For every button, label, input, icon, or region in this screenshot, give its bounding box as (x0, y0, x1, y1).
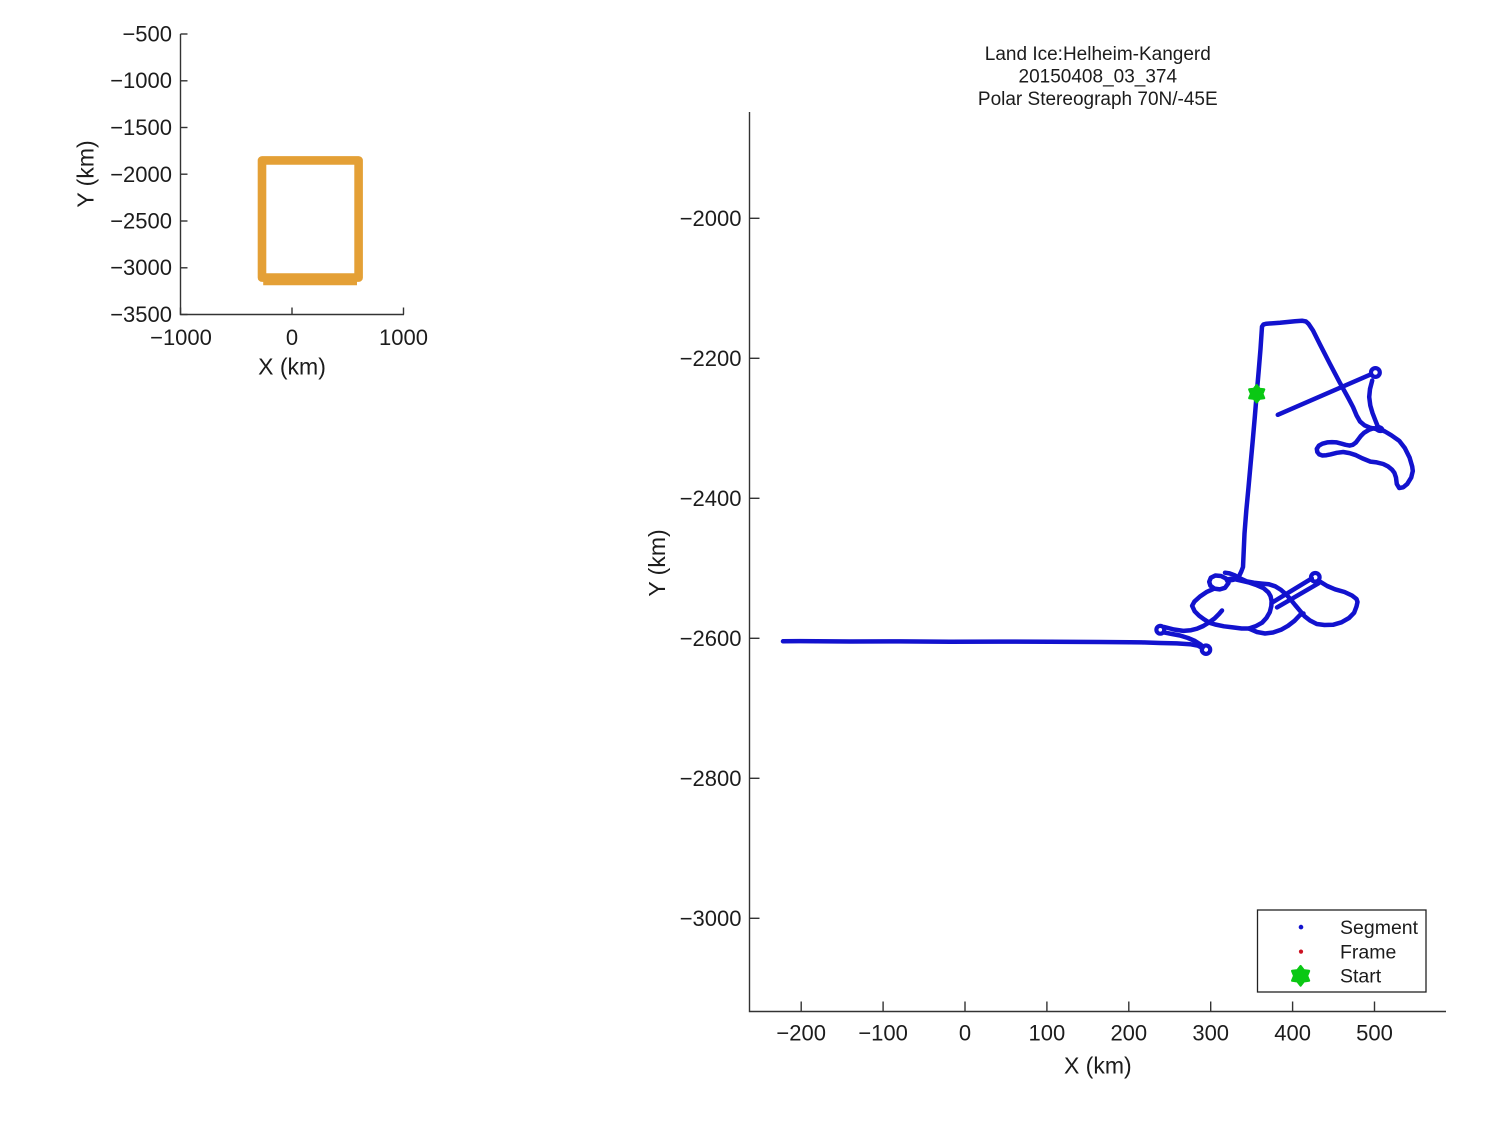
svg-text:−2600: −2600 (680, 626, 742, 651)
svg-text:500: 500 (1356, 1020, 1393, 1045)
svg-text:−3500: −3500 (110, 302, 172, 327)
svg-text:−1000: −1000 (150, 325, 212, 350)
svg-text:0: 0 (286, 325, 298, 350)
svg-text:X (km): X (km) (258, 353, 326, 379)
svg-text:400: 400 (1274, 1020, 1311, 1045)
svg-text:100: 100 (1029, 1020, 1066, 1045)
svg-text:Segment: Segment (1340, 917, 1419, 939)
svg-text:−3000: −3000 (680, 906, 742, 931)
svg-text:0: 0 (959, 1020, 971, 1045)
svg-text:−2000: −2000 (680, 206, 742, 231)
svg-text:−2200: −2200 (680, 346, 742, 371)
svg-text:Polar Stereograph 70N/-45E: Polar Stereograph 70N/-45E (978, 89, 1218, 110)
svg-text:20150408_03_374: 20150408_03_374 (1019, 67, 1178, 88)
svg-text:−2800: −2800 (680, 766, 742, 791)
svg-text:−2500: −2500 (110, 209, 172, 234)
svg-text:200: 200 (1110, 1020, 1147, 1045)
svg-text:1000: 1000 (379, 325, 428, 350)
svg-text:Land Ice:Helheim-Kangerd: Land Ice:Helheim-Kangerd (985, 44, 1211, 65)
svg-text:−2400: −2400 (680, 486, 742, 511)
svg-text:−2000: −2000 (110, 162, 172, 187)
svg-text:300: 300 (1192, 1020, 1229, 1045)
svg-text:Y (km): Y (km) (73, 140, 99, 207)
svg-text:−1500: −1500 (110, 115, 172, 140)
svg-text:Y (km): Y (km) (644, 529, 670, 596)
svg-text:−500: −500 (122, 22, 172, 47)
svg-text:Frame: Frame (1340, 941, 1396, 963)
svg-text:Start: Start (1340, 966, 1382, 988)
svg-text:X (km): X (km) (1064, 1052, 1132, 1078)
svg-text:−200: −200 (776, 1020, 826, 1045)
svg-text:−3000: −3000 (110, 255, 172, 280)
svg-text:−1000: −1000 (110, 68, 172, 93)
svg-text:−100: −100 (858, 1020, 908, 1045)
